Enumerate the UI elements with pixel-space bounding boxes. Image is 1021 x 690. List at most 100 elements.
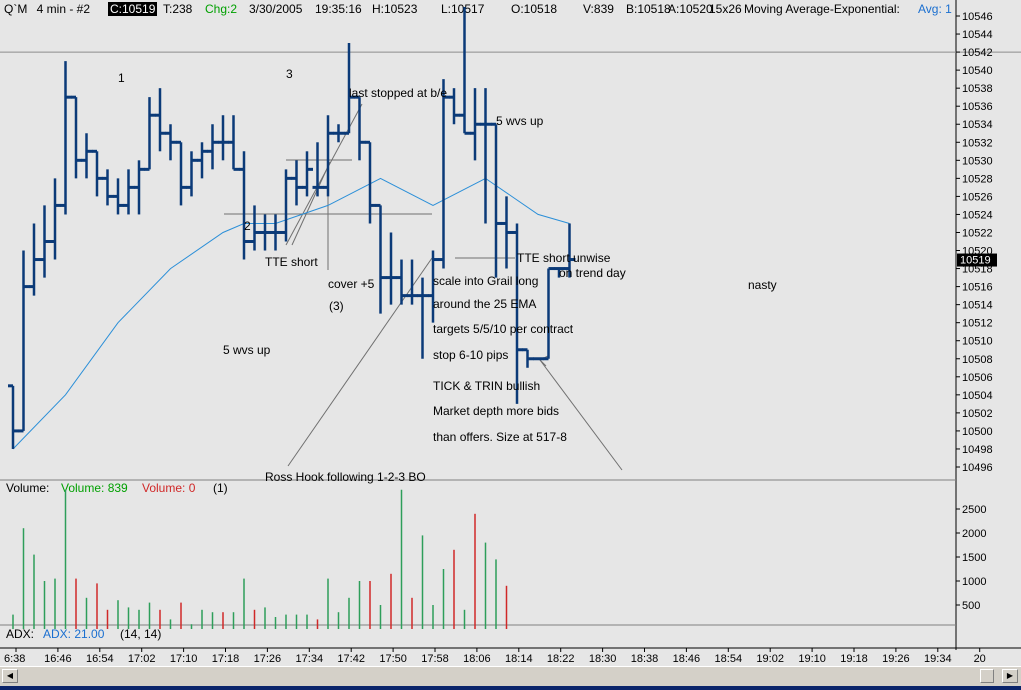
ohlc-bar [239,151,250,260]
time-tick-label: 6:38 [4,653,25,665]
time-tick-label: 20 [974,653,986,665]
annotation-text: Market depth more bids [433,404,559,418]
time-tick-label: 16:46 [44,653,72,665]
volume-up-readout: Volume: 839 [61,481,128,495]
time-tick-label: 19:10 [798,653,826,665]
header-study-value: Avg: 1 [918,2,952,16]
trendline-ross-hook [287,257,433,467]
annotation-text: 5 wvs up [223,343,271,357]
ohlc-bar [228,115,240,171]
price-tick-label: 10532 [962,137,993,149]
volume-title: Volume: [6,481,49,495]
price-tick-label: 10524 [962,209,993,221]
volume-axis-labels: 2500 2000 1500 1000 500 [956,504,986,612]
volume-tick-label: 500 [962,600,980,612]
time-tick-label: 19:26 [882,653,910,665]
time-tick-label: 19:18 [840,653,868,665]
ohlc-bar [270,214,282,251]
ohlc-bar [186,151,198,197]
horizontal-scrollbar[interactable]: ◀ ▶ [0,666,1021,686]
price-tick-label: 10508 [962,354,993,366]
price-tick-label: 10498 [962,444,993,456]
ohlc-bar [123,169,135,215]
ohlc-bar [512,223,523,404]
scroll-thumb[interactable] [980,669,994,683]
annotation-text: targets 5/5/10 per contract [433,322,574,336]
ohlc-bar [60,61,72,215]
time-tick-label: 18:06 [463,653,491,665]
ohlc-bar [396,259,408,305]
scroll-left-button[interactable]: ◀ [2,669,18,683]
ohlc-bar [312,142,324,197]
price-axis-labels: 10546 10544 10542 10540 10538 10536 10534 10532… [956,11,993,474]
ohlc-bar [291,160,303,206]
volume-tick-label: 2000 [962,528,986,540]
time-axis-labels: 6:38 16:46 16:54 17:02 17:10 17:18 17:26 17:34 1… [4,648,986,665]
ohlc-bar [50,178,61,260]
scroll-right-button[interactable]: ▶ [1002,669,1018,683]
ohlc-bar [260,214,271,251]
price-tick-label: 10526 [962,191,993,203]
volume-tick-label: 1000 [962,576,986,588]
ohlc-bar [449,88,460,125]
ohlc-bar [522,348,534,368]
volume-tick-label: 1500 [962,552,986,564]
time-tick-label: 17:26 [254,653,282,665]
window-bottom-border [0,686,1021,690]
chart-canvas[interactable]: Q`M 4 min - #2 C:10519 T:238 Chg:2 3/30/… [0,0,1021,666]
price-tick-label: 10502 [962,408,993,420]
ohlc-bar [459,6,471,135]
annotation-text: 3 [286,67,293,81]
header-interval: 4 min - #2 [37,2,91,16]
ohlc-bar [113,178,124,215]
header-bar: Q`M 4 min - #2 [4,2,90,16]
ohlc-bar [281,169,292,242]
header-size: 15x26 [709,2,742,16]
time-tick-label: 19:34 [924,653,952,665]
time-tick-label: 18:46 [673,653,701,665]
header-ask: A:10520 [668,2,713,16]
header-symbol: Q`M [4,2,27,16]
ohlc-bar [197,142,208,179]
ohlc-bar [102,169,114,206]
price-tick-label: 10514 [962,300,993,312]
header-high: H:10523 [372,2,418,16]
ohlc-bar [554,267,565,278]
price-tick-label: 10518 [962,264,993,276]
ohlc-bar [18,250,30,433]
price-tick-label: 10500 [962,426,993,438]
ohlc-bar [417,277,429,359]
price-tick-label: 10522 [962,227,993,239]
time-tick-label: 16:54 [86,653,114,665]
trendline-tte-short [291,161,331,246]
ohlc-bar [39,205,51,278]
ohlc-bar [165,124,177,161]
header-low: L:10517 [441,2,485,16]
ohlc-bar [564,223,576,278]
current-price-tag [957,253,997,267]
time-tick-label: 17:18 [212,653,240,665]
price-tick-label: 10506 [962,372,993,384]
header-bid: B:10518 [626,2,671,16]
annotation-text: TTE short unwise [517,251,611,265]
ohlc-bar [207,124,219,170]
ohlc-bar [302,151,313,197]
ohlc-bar [470,88,481,161]
price-tick-label: 10530 [962,155,993,167]
price-tick-label: 10528 [962,173,993,185]
adx-title: ADX: [6,627,34,641]
ohlc-bar [249,205,261,251]
ohlc-bar [323,115,334,197]
time-tick-label: 18:14 [505,653,533,665]
ohlc-bar [365,140,376,224]
price-tick-label: 10510 [962,336,993,348]
ohlc-bar [8,384,19,449]
ohlc-bar [144,97,156,171]
ohlc-bar [438,79,450,269]
price-tick-label: 10512 [962,318,993,330]
price-tick-label: 10536 [962,101,993,113]
header-study: Moving Average-Exponential: [744,2,900,16]
ohlc-bar [386,232,397,305]
ohlc-bar [29,223,40,296]
